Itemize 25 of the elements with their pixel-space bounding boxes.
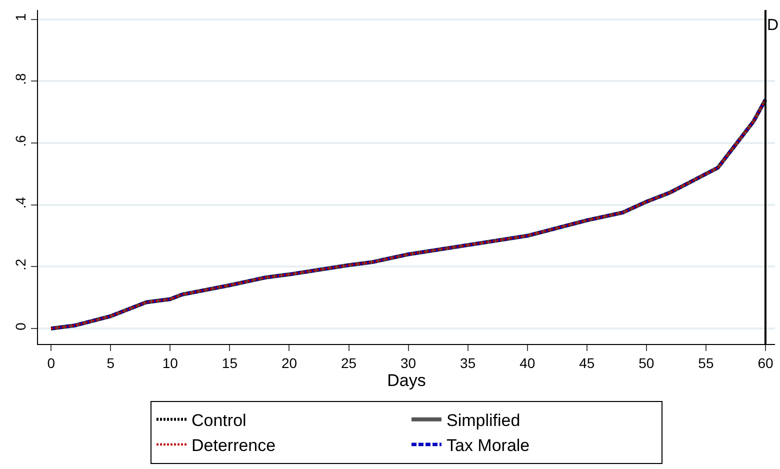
legend-label: Deterrence	[192, 436, 276, 456]
x-tick-label: 15	[222, 354, 238, 371]
y-tick-label: .4	[12, 196, 28, 209]
y-tick-label: .2	[12, 258, 28, 270]
x-tick-label: 40	[520, 354, 536, 371]
legend-label: Control	[192, 410, 246, 430]
x-axis-title: Days	[387, 370, 426, 390]
legend-label: Tax Morale	[446, 436, 530, 456]
x-tick-label: 30	[400, 354, 416, 371]
y-tick-label: .6	[12, 134, 28, 147]
y-tick-label: 0	[12, 322, 28, 330]
x-tick-label: 50	[638, 354, 654, 371]
x-tick-label: 45	[579, 354, 595, 371]
x-tick-label: 5	[106, 354, 115, 371]
legend-label: Simplified	[446, 410, 520, 430]
ref-line-label: D	[767, 17, 779, 34]
y-tick-label: .8	[12, 72, 28, 85]
x-tick-label: 0	[47, 354, 56, 371]
x-tick-label: 10	[162, 354, 178, 371]
x-tick-label: 25	[340, 354, 357, 371]
x-tick-label: 60	[758, 354, 774, 371]
x-tick-label: 35	[460, 354, 476, 371]
y-tick-label: 1	[12, 13, 28, 22]
x-tick-label: 55	[698, 354, 714, 371]
x-tick-label: 20	[281, 354, 298, 371]
